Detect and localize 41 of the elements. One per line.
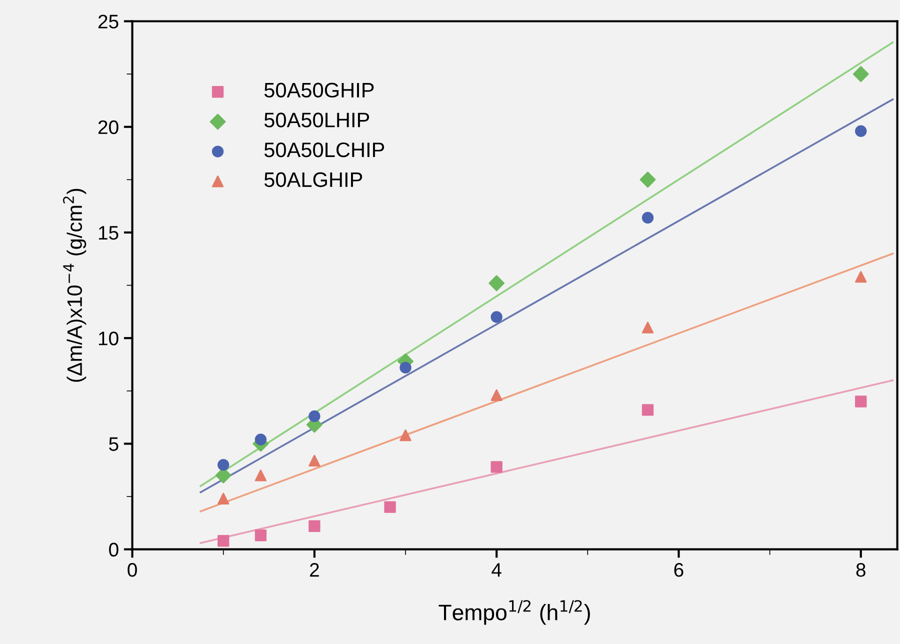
point (640, 172, 656, 188)
point (254, 434, 267, 446)
x-tick-label: 8 (856, 563, 866, 577)
point (308, 520, 320, 532)
y-axis-title: (Δm/A)x10$^{−4}$ (g/cm$^{2}$) (63, 188, 86, 382)
point (855, 271, 867, 283)
point (490, 461, 502, 473)
point (308, 454, 320, 466)
y-tick-label: 25 (98, 14, 118, 28)
point (400, 429, 412, 442)
y-tick-label: 20 (98, 120, 118, 134)
legend-label: 50ALGHIP (264, 172, 362, 188)
y-tick-label: 15 (98, 226, 118, 240)
point (254, 530, 267, 542)
x-tick-label: 0 (128, 563, 137, 577)
x-tick-label: 6 (674, 563, 684, 577)
x-tick-label: 2 (310, 563, 319, 577)
point (384, 501, 396, 513)
point (490, 311, 502, 323)
point (488, 275, 505, 292)
point (490, 389, 502, 401)
point (642, 212, 654, 224)
point (642, 404, 654, 416)
point (218, 492, 230, 504)
legend-label: 50A50GHIP (264, 82, 374, 98)
point (855, 125, 867, 137)
y-tick-label: 10 (98, 332, 118, 346)
legend-label: 50A50LHIP (264, 112, 370, 128)
y-tick-label: 5 (109, 437, 118, 451)
point (254, 470, 267, 482)
x-tick-label: 4 (492, 563, 502, 577)
point (218, 535, 230, 547)
x-axis-title: Tempo$^{1/2}$ (h$^{1/2}$) (438, 600, 590, 625)
point (308, 410, 320, 422)
y-tick-label: 0 (109, 542, 118, 557)
point (400, 362, 412, 374)
point (855, 396, 867, 408)
legend-label: 50A50LCHIP (264, 142, 384, 158)
point (218, 458, 230, 471)
point (642, 322, 654, 334)
point (852, 66, 869, 82)
